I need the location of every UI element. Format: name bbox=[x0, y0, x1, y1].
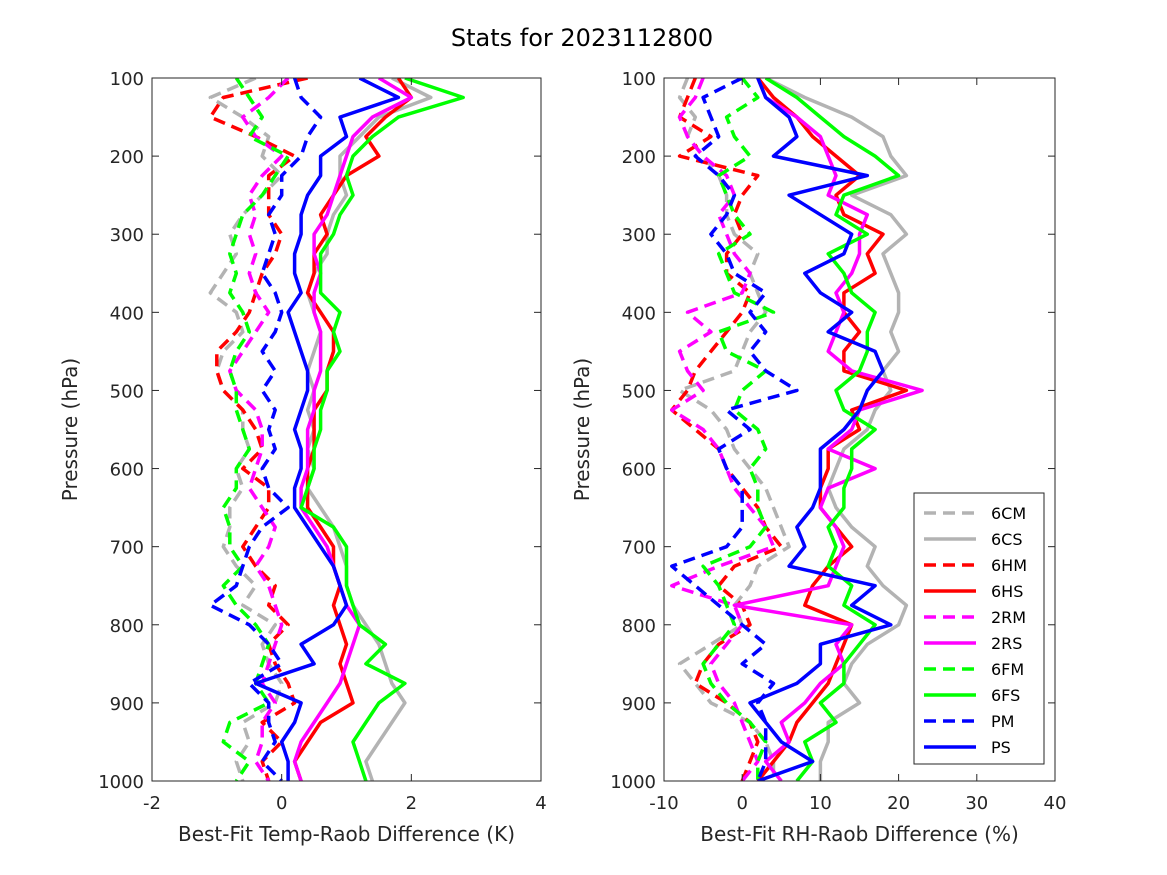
y-axis-label: Pressure (hPa) bbox=[570, 358, 594, 501]
series-line-6cs bbox=[305, 78, 433, 781]
series-line-6fm bbox=[221, 78, 290, 781]
figure-title: Stats for 2023112800 bbox=[451, 24, 713, 52]
y-tick-label: 500 bbox=[622, 381, 656, 402]
x-tick-label: -10 bbox=[649, 793, 678, 814]
x-tick-label: 2 bbox=[406, 793, 417, 814]
y-tick-label: 900 bbox=[622, 694, 656, 715]
legend-label-2rm: 2RM bbox=[991, 608, 1026, 627]
y-tick-label: 700 bbox=[622, 538, 656, 559]
x-tick-label: 10 bbox=[809, 793, 832, 814]
legend-label-6hs: 6HS bbox=[991, 582, 1023, 601]
axes-box bbox=[663, 77, 1056, 782]
y-tick-label: 600 bbox=[622, 460, 656, 481]
y-tick-label: 200 bbox=[110, 147, 144, 168]
y-tick-label: 400 bbox=[110, 303, 144, 324]
series-line-ps bbox=[748, 78, 893, 781]
legend-label-2rs: 2RS bbox=[991, 634, 1022, 653]
y-tick-label: 300 bbox=[110, 225, 144, 246]
humidity-panel: -10 0 10 20 30 40 100 200 300 400 500 600 700 800 900 1… bbox=[570, 69, 1066, 846]
series-line-6hm bbox=[208, 78, 308, 781]
legend: 6CM 6CS 6HM 6HS 2RM 2RS 6FM 6FS PM PS bbox=[913, 492, 1045, 765]
temperature-panel: -2 0 2 4 100 200 300 400 500 600 700 800 900 1000 Best… bbox=[58, 69, 547, 846]
series-line-pm bbox=[670, 78, 799, 781]
x-tick-label: -2 bbox=[143, 793, 161, 814]
x-axis-label: Best-Fit Temp-Raob Difference (K) bbox=[178, 822, 515, 846]
series-line-6hs bbox=[292, 78, 414, 781]
x-tick-label: 40 bbox=[1044, 793, 1067, 814]
series-lines bbox=[208, 78, 465, 781]
series-line-6cs bbox=[764, 78, 909, 781]
legend-label-ps: PS bbox=[991, 738, 1011, 757]
legend-label-6fs: 6FS bbox=[991, 686, 1020, 705]
series-line-2rs bbox=[292, 78, 414, 781]
series-line-6cm bbox=[677, 78, 791, 781]
legend-label-6fm: 6FM bbox=[991, 660, 1024, 679]
axes-box bbox=[151, 77, 542, 782]
legend-label-6hm: 6HM bbox=[991, 556, 1027, 575]
x-tick-label: 20 bbox=[887, 793, 910, 814]
series-line-6fs bbox=[299, 78, 465, 781]
x-axis-label: Best-Fit RH-Raob Difference (%) bbox=[700, 822, 1019, 846]
x-tick-label: 4 bbox=[535, 793, 546, 814]
y-tick-label: 100 bbox=[622, 69, 656, 90]
y-tick-label: 500 bbox=[110, 381, 144, 402]
series-line-6fs bbox=[764, 78, 901, 781]
series-line-6fm bbox=[701, 78, 776, 781]
legend-label-6cm: 6CM bbox=[991, 504, 1026, 523]
y-tick-label: 800 bbox=[622, 616, 656, 637]
y-tick-label: 300 bbox=[622, 225, 656, 246]
y-tick-label: 400 bbox=[622, 303, 656, 324]
y-tick-label: 800 bbox=[110, 616, 144, 637]
y-tick-label: 1000 bbox=[610, 772, 656, 793]
series-lines bbox=[670, 78, 924, 781]
series-line-pm bbox=[208, 78, 323, 781]
y-tick-label: 100 bbox=[110, 69, 144, 90]
x-tick-label: 30 bbox=[965, 793, 988, 814]
series-line-6cm bbox=[208, 78, 284, 781]
x-tick-label: 0 bbox=[276, 793, 287, 814]
series-line-6hs bbox=[756, 78, 909, 781]
y-tick-label: 900 bbox=[110, 694, 144, 715]
y-tick-label: 600 bbox=[110, 460, 144, 481]
legend-box bbox=[913, 492, 1045, 765]
legend-label-pm: PM bbox=[991, 712, 1014, 731]
y-tick-label: 200 bbox=[622, 147, 656, 168]
y-tick-label: 1000 bbox=[98, 772, 144, 793]
y-axis-label: Pressure (hPa) bbox=[58, 358, 82, 501]
series-line-2rm bbox=[228, 78, 290, 781]
y-tick-label: 700 bbox=[110, 538, 144, 559]
legend-label-6cs: 6CS bbox=[991, 530, 1023, 549]
x-tick-label: 0 bbox=[736, 793, 747, 814]
series-line-ps bbox=[253, 78, 401, 781]
